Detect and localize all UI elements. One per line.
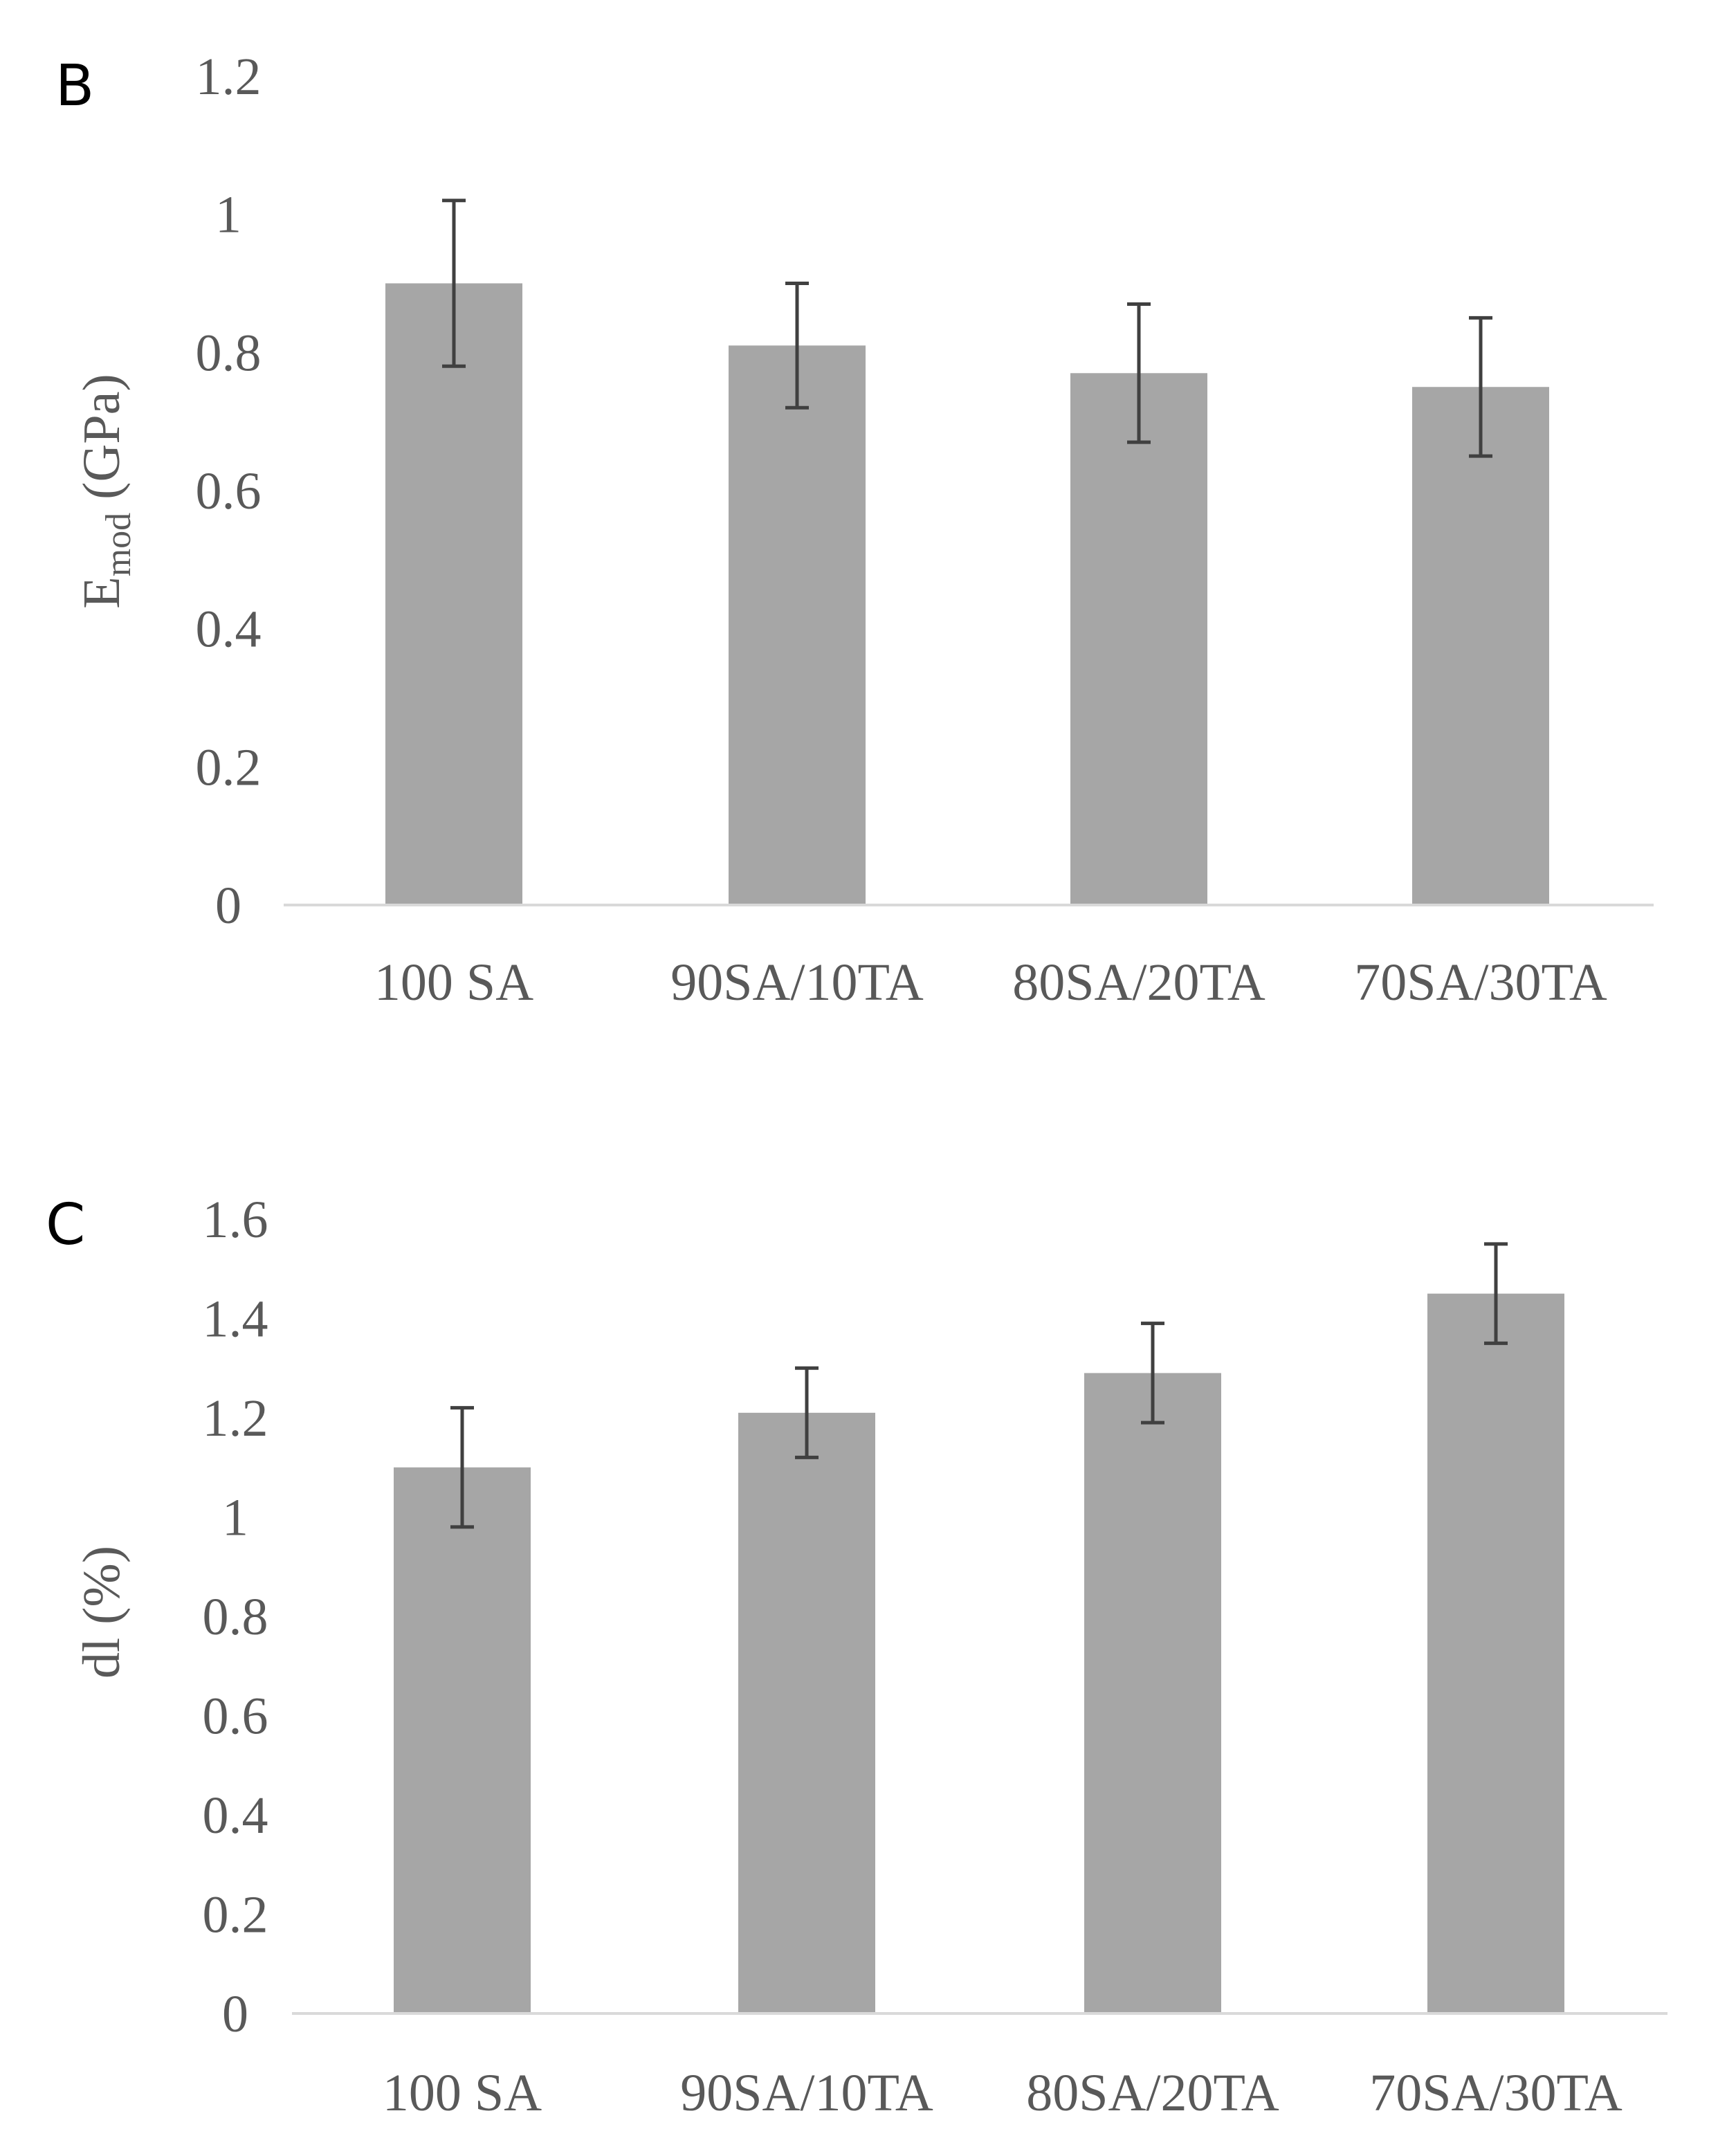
y-tick-label-c: 0.2 bbox=[203, 1886, 268, 1944]
y-tick-label-c: 1.6 bbox=[203, 1191, 268, 1249]
y-tick-label-b: 0.8 bbox=[196, 324, 262, 382]
x-category-label-c: 80SA/20TA bbox=[1026, 2064, 1279, 2122]
panel-letter-c: C bbox=[46, 1192, 85, 1258]
bar-b-1 bbox=[385, 283, 522, 905]
error-bar-c-1 bbox=[450, 1406, 474, 1529]
x-category-label-b: 70SA/30TA bbox=[1354, 953, 1607, 1012]
x-category-label-c: 100 SA bbox=[383, 2064, 542, 2122]
y-axis-title-b-unit: (GPa) bbox=[73, 374, 131, 513]
y-tick-label-c: 1.4 bbox=[203, 1290, 268, 1349]
y-tick-label-c: 0.6 bbox=[203, 1688, 268, 1746]
y-tick-label-b: 0.6 bbox=[196, 462, 262, 520]
error-bar-b-1 bbox=[442, 199, 466, 368]
y-tick-label-b: 0 bbox=[215, 877, 241, 935]
bar-c-3 bbox=[1084, 1373, 1221, 2013]
error-bar-b-4 bbox=[1469, 316, 1492, 458]
bar-b-3 bbox=[1070, 373, 1207, 905]
chart-panel-b: B Emod (GPa) 0 0.2 0.4 0.6 0.8 1 1.2 100 SA 90SA… bbox=[55, 48, 1654, 1012]
y-tick-label-b: 1.2 bbox=[196, 48, 262, 106]
error-bar-c-3 bbox=[1141, 1322, 1164, 1425]
error-bar-b-3 bbox=[1127, 302, 1151, 444]
x-category-label-c: 70SA/30TA bbox=[1369, 2064, 1623, 2122]
x-category-label-b: 90SA/10TA bbox=[670, 953, 924, 1012]
bar-c-1 bbox=[394, 1467, 531, 2013]
error-bar-b-2 bbox=[785, 282, 809, 410]
bar-c-2 bbox=[738, 1412, 875, 2013]
chart-panel-c: C dl (%) 0 0.2 0.4 0.6 0.8 1 1.2 1.4 1.6 100 SA 90… bbox=[46, 1191, 1667, 2122]
y-tick-label-c: 0.8 bbox=[203, 1588, 268, 1646]
y-tick-label-b: 0.4 bbox=[196, 601, 262, 659]
y-axis-title-b-main: E bbox=[73, 576, 131, 608]
y-axis-title-b: Emod (GPa) bbox=[73, 374, 138, 608]
error-bar-c-4 bbox=[1484, 1242, 1508, 1345]
x-category-label-b: 100 SA bbox=[374, 953, 533, 1012]
error-bar-c-2 bbox=[795, 1366, 819, 1459]
bar-b-4 bbox=[1412, 387, 1549, 905]
y-tick-label-b: 0.2 bbox=[196, 738, 262, 796]
x-category-label-b: 80SA/20TA bbox=[1012, 953, 1265, 1012]
y-tick-label-c: 1 bbox=[222, 1489, 248, 1547]
panel-letter-b: B bbox=[55, 53, 94, 119]
y-tick-label-b: 1 bbox=[215, 186, 241, 244]
x-category-label-c: 90SA/10TA bbox=[680, 2064, 933, 2122]
bar-b-2 bbox=[729, 345, 866, 906]
y-tick-label-c: 0.4 bbox=[203, 1787, 268, 1845]
bar-c-4 bbox=[1427, 1293, 1564, 2013]
y-tick-label-c: 0 bbox=[222, 1985, 248, 2043]
y-tick-label-c: 1.2 bbox=[203, 1389, 268, 1447]
y-axis-title-b-sub: mod bbox=[99, 513, 138, 576]
y-axis-title-c: dl (%) bbox=[73, 1546, 131, 1679]
